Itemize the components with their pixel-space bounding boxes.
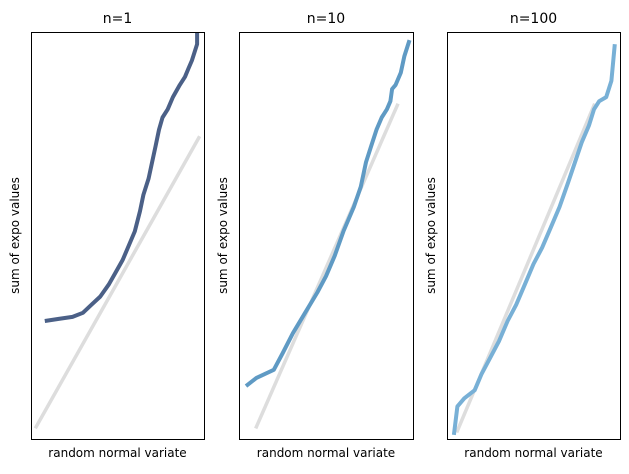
y-axis-label: sum of expo values: [216, 177, 230, 294]
axes-frame: [447, 32, 621, 440]
reference-line: [33, 135, 202, 430]
chart-panel-2: n=10 random normal variate sum of expo val…: [216, 11, 414, 460]
series-line: [44, 32, 200, 323]
chart-panel-1: n=1 random normal variate sum of expo valu…: [8, 11, 205, 460]
chart-panel-3: n=100 random normal variate sum of expo va…: [424, 11, 621, 460]
chart-title: n=100: [510, 11, 557, 27]
axes-frame: [31, 32, 205, 440]
x-axis-label: random normal variate: [464, 446, 602, 460]
y-axis-label: sum of expo values: [8, 177, 22, 294]
axes-frame: [239, 32, 414, 440]
reference-line: [254, 102, 400, 430]
x-axis-label: random normal variate: [48, 446, 186, 460]
chart-title: n=1: [103, 11, 133, 27]
y-axis-label: sum of expo values: [424, 177, 438, 294]
chart-title: n=10: [307, 11, 345, 27]
series-line: [244, 39, 412, 388]
series-line: [451, 44, 617, 436]
x-axis-label: random normal variate: [257, 446, 395, 460]
